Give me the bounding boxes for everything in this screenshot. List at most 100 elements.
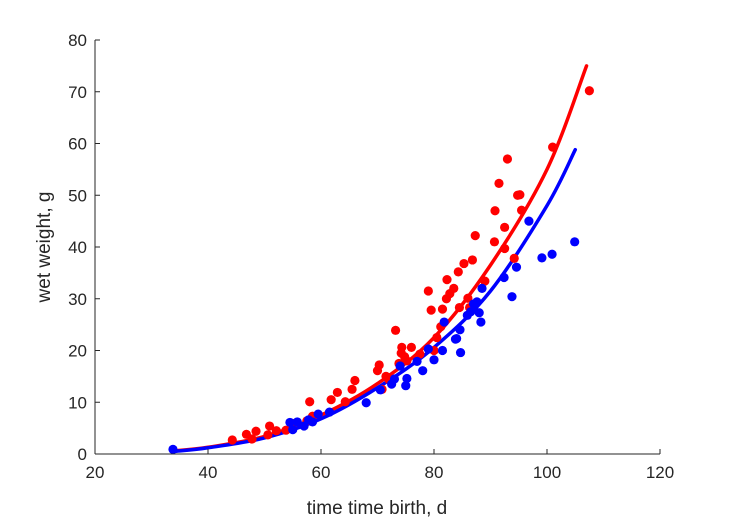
- x-tick-label: 20: [86, 463, 105, 482]
- y-ticks: 0 10 20 30 40 50 60 70 80: [68, 31, 100, 464]
- x-ticks: 20 40 60 80 100 120: [86, 449, 674, 482]
- data-point-series-0: [227, 435, 237, 445]
- data-point-series-0: [332, 387, 342, 398]
- data-point-series-0: [467, 255, 478, 265]
- x-tick-label: 60: [312, 463, 331, 482]
- data-point-series-0: [459, 258, 469, 269]
- data-point-series-0: [489, 237, 500, 247]
- data-point-series-0: [453, 267, 463, 277]
- data-point-series-1: [375, 385, 385, 395]
- y-axis-label: wet weight, g: [34, 192, 55, 304]
- data-point-series-0: [340, 397, 350, 407]
- data-point-series-0: [390, 325, 401, 335]
- x-tick-label: 100: [533, 463, 561, 482]
- x-tick-label: 120: [646, 463, 674, 482]
- data-point-series-1: [477, 283, 487, 293]
- data-point-series-1: [472, 297, 482, 307]
- data-point-series-0: [406, 342, 416, 352]
- data-point-series-1: [412, 356, 422, 366]
- data-point-series-1: [401, 381, 411, 391]
- data-point-series-1: [292, 417, 302, 427]
- data-point-series-1: [476, 317, 486, 327]
- data-point-series-1: [455, 347, 466, 358]
- data-point-series-1: [429, 355, 439, 365]
- data-point-series-1: [455, 325, 465, 335]
- data-point-series-0: [264, 421, 275, 431]
- data-point-series-0: [271, 426, 281, 436]
- data-point-series-1: [524, 216, 534, 226]
- data-point-series-0: [502, 154, 513, 164]
- fit-curve-1: [172, 147, 577, 454]
- data-point-series-1: [168, 444, 178, 454]
- data-point-series-0: [500, 222, 510, 232]
- y-tick-label: 80: [68, 31, 87, 50]
- data-point-series-0: [305, 397, 315, 407]
- y-tick-label: 0: [78, 445, 87, 464]
- data-point-series-0: [402, 356, 412, 366]
- data-point-series-0: [480, 276, 490, 286]
- data-point-series-1: [288, 425, 298, 435]
- data-point-series-1: [324, 407, 335, 417]
- data-point-series-0: [415, 349, 425, 359]
- data-point-series-0: [437, 304, 448, 314]
- data-point-series-0: [347, 384, 357, 394]
- data-point-series-1: [307, 417, 318, 427]
- data-point-series-1: [474, 308, 484, 318]
- data-point-series-0: [516, 205, 527, 215]
- data-point-series-1: [313, 409, 323, 419]
- data-point-series-0: [515, 190, 525, 200]
- data-point-series-1: [570, 237, 580, 247]
- data-point-series-1: [285, 417, 295, 428]
- y-tick-label: 60: [68, 135, 87, 154]
- data-points: [168, 86, 594, 454]
- data-point-series-1: [439, 317, 449, 327]
- y-tick-label: 50: [68, 186, 87, 205]
- x-tick-label: 40: [199, 463, 218, 482]
- data-point-series-1: [511, 262, 522, 272]
- data-point-series-1: [466, 307, 476, 317]
- data-point-series-1: [547, 249, 557, 259]
- data-point-series-0: [500, 243, 510, 254]
- data-point-series-0: [494, 178, 504, 188]
- y-tick-label: 10: [68, 393, 87, 412]
- data-point-series-0: [247, 434, 257, 444]
- data-point-series-1: [507, 292, 517, 302]
- data-point-series-0: [251, 426, 261, 436]
- data-point-series-0: [326, 395, 336, 405]
- y-tick-label: 30: [68, 290, 87, 309]
- data-point-series-0: [423, 286, 433, 296]
- x-axis-label: time time birth, d: [307, 498, 447, 519]
- data-point-series-0: [397, 342, 407, 352]
- data-point-series-0: [432, 332, 442, 343]
- data-point-series-1: [437, 345, 448, 356]
- data-point-series-0: [374, 360, 384, 370]
- data-point-series-0: [470, 231, 480, 241]
- data-point-series-1: [537, 253, 547, 263]
- y-tick-label: 20: [68, 342, 87, 361]
- y-tick-label: 40: [68, 238, 87, 257]
- y-tick-label: 70: [68, 83, 87, 102]
- data-point-series-1: [361, 398, 371, 408]
- data-point-series-1: [452, 333, 462, 344]
- data-point-series-1: [402, 373, 412, 384]
- data-point-series-0: [263, 430, 273, 440]
- data-point-series-0: [350, 375, 360, 386]
- data-point-series-1: [418, 366, 428, 376]
- data-point-series-1: [499, 272, 509, 283]
- data-point-series-1: [389, 374, 400, 384]
- data-point-series-0: [463, 293, 473, 303]
- data-point-series-0: [509, 253, 519, 263]
- data-point-series-0: [584, 86, 594, 96]
- data-point-series-0: [454, 302, 465, 313]
- data-point-series-0: [281, 425, 291, 435]
- data-point-series-0: [426, 305, 436, 315]
- data-point-series-1: [423, 344, 433, 354]
- data-point-series-0: [449, 283, 459, 293]
- data-point-series-0: [548, 142, 558, 152]
- x-tick-label: 80: [425, 463, 444, 482]
- data-point-series-0: [442, 275, 452, 285]
- data-point-series-1: [395, 361, 405, 371]
- data-point-series-0: [490, 206, 500, 216]
